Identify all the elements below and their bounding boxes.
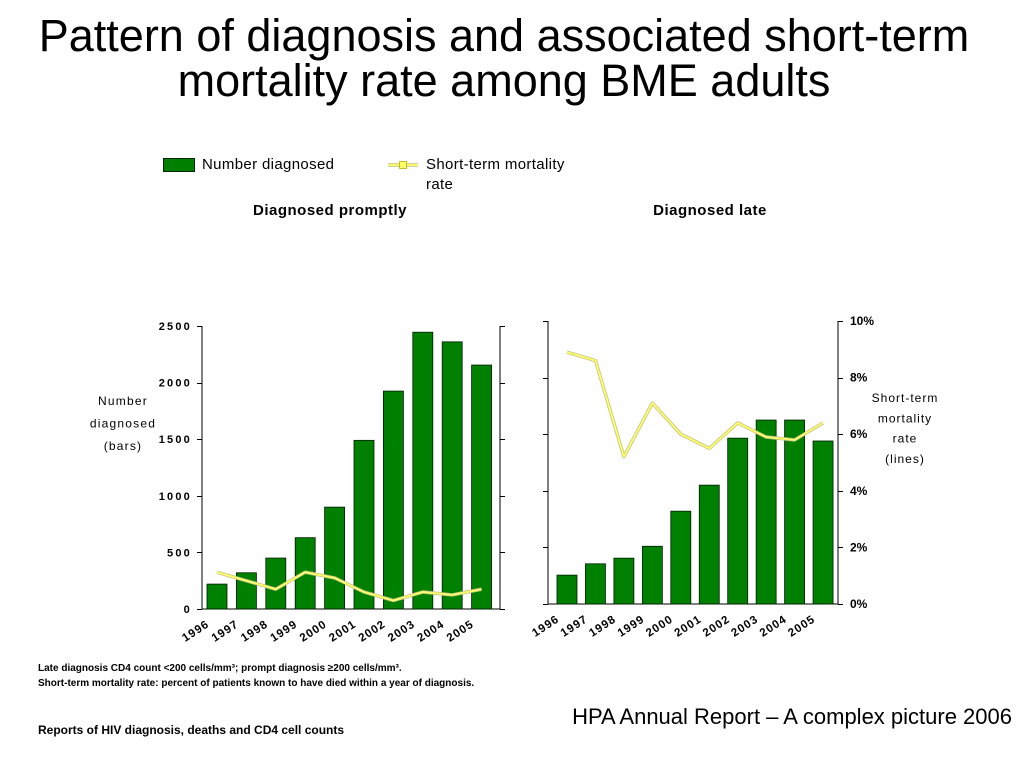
x-tick-label: 1996 (180, 618, 211, 644)
right-y-tick-label: 0% (850, 597, 868, 611)
left-y-axis-title: (bars) (104, 439, 143, 453)
slide-title: Pattern of diagnosis and associated shor… (0, 13, 1008, 103)
x-tick-label: 2004 (415, 618, 446, 644)
slide-title-line: Pattern of diagnosis and associated shor… (38, 10, 970, 61)
number-diagnosed-bar-2001 (698, 484, 720, 605)
number-diagnosed-bars (556, 419, 834, 605)
number-diagnosed-bar-2004 (784, 419, 805, 605)
x-tick-label: 2000 (298, 618, 329, 644)
x-tick-label: 1998 (239, 618, 270, 644)
number-diagnosed-bar-1999 (641, 545, 663, 605)
footnote-cd4-definition: Late diagnosis CD4 count <200 cells/mm³;… (38, 663, 402, 674)
left-y-axis-title: diagnosed (90, 417, 156, 431)
right-y-axis-title: rate (893, 432, 918, 446)
x-tick-label: 1998 (587, 613, 618, 639)
number-diagnosed-bar-2003 (755, 419, 777, 605)
number-diagnosed-bar-2000 (324, 506, 346, 610)
number-diagnosed-bar-2002 (727, 437, 749, 605)
x-tick-label: 1997 (559, 613, 590, 639)
right-y-axis-title: (lines) (885, 452, 925, 466)
chart-diagnosed-late: 0% 2% 4% 6% 8% 10% Short-term mortality rate (lin… (530, 314, 939, 640)
number-diagnosed-bar-1996 (556, 574, 578, 605)
number-diagnosed-bar-2005 (471, 364, 493, 610)
legend-line-swatch-mortality-rate (388, 161, 418, 169)
left-y-tick-label: 1500 (159, 434, 192, 446)
slide-title-line: mortality rate among BME adults (177, 55, 831, 106)
x-tick-label: 2001 (327, 618, 358, 644)
right-y-tick-label: 6% (850, 427, 868, 441)
chart-diagnosed-promptly: 0 500 1000 1500 2000 2500 Number diagnosed (bars… (90, 321, 505, 645)
right-y-tick-label: 2% (850, 540, 868, 554)
panel-title-diagnosed-late: Diagnosed late (653, 202, 767, 219)
number-diagnosed-bar-2003 (412, 331, 434, 610)
legend-square-marker-icon (399, 161, 407, 169)
right-y-tick-label: 10% (850, 314, 874, 328)
x-tick-label: 2003 (729, 613, 760, 639)
footnote-mortality-definition: Short-term mortality rate: percent of pa… (38, 678, 475, 689)
number-diagnosed-bar-2000 (670, 510, 692, 605)
number-diagnosed-bar-2004 (441, 341, 463, 610)
left-y-tick-label: 2000 (159, 378, 192, 390)
right-y-axis-title: Short-term (872, 391, 939, 405)
x-tick-label: 2001 (673, 613, 704, 639)
x-tick-label: 2002 (357, 618, 388, 644)
x-tick-label: 2004 (758, 613, 789, 639)
right-y-axis-title: mortality (878, 411, 932, 425)
left-y-tick-label: 2500 (159, 321, 192, 333)
short-term-mortality-rate-line (566, 351, 824, 458)
x-tick-label: 1999 (616, 613, 647, 639)
number-diagnosed-bar-2002 (382, 390, 404, 610)
x-tick-label: 1996 (530, 613, 561, 639)
panel-title-diagnosed-promptly: Diagnosed promptly (252, 202, 407, 219)
number-diagnosed-bar-1998 (613, 557, 635, 605)
number-diagnosed-bars (206, 331, 493, 610)
left-y-tick-label: 1000 (159, 491, 192, 503)
x-tick-label: 2000 (644, 613, 675, 639)
source-note: Reports of HIV diagnosis, deaths and CD4… (38, 723, 345, 737)
number-diagnosed-bar-1996 (206, 583, 228, 610)
x-tick-label: 1997 (210, 618, 241, 644)
x-tick-label: 2005 (786, 613, 817, 639)
left-y-tick-label: 500 (167, 547, 192, 559)
x-tick-label: 2005 (445, 618, 476, 644)
report-caption: HPA Annual Report – A complex picture 20… (572, 704, 1012, 729)
left-y-tick-label: 0 (184, 604, 192, 616)
left-y-axis-title: Number (98, 394, 148, 408)
x-tick-label: 1999 (268, 618, 299, 644)
legend-swatch-number-diagnosed (163, 158, 195, 172)
legend-label-mortality-rate: Short-term mortality rate (426, 156, 565, 193)
right-y-tick-label: 8% (850, 371, 868, 385)
number-diagnosed-bar-1997 (585, 563, 606, 605)
x-tick-label: 2003 (386, 618, 417, 644)
right-y-tick-label: 4% (850, 484, 868, 498)
number-diagnosed-bar-2001 (353, 439, 375, 610)
short-term-mortality-rate-line (216, 571, 482, 602)
legend-label-number-diagnosed: Number diagnosed (202, 156, 335, 173)
number-diagnosed-bar-2005 (812, 440, 834, 605)
x-tick-label: 2002 (701, 613, 732, 639)
